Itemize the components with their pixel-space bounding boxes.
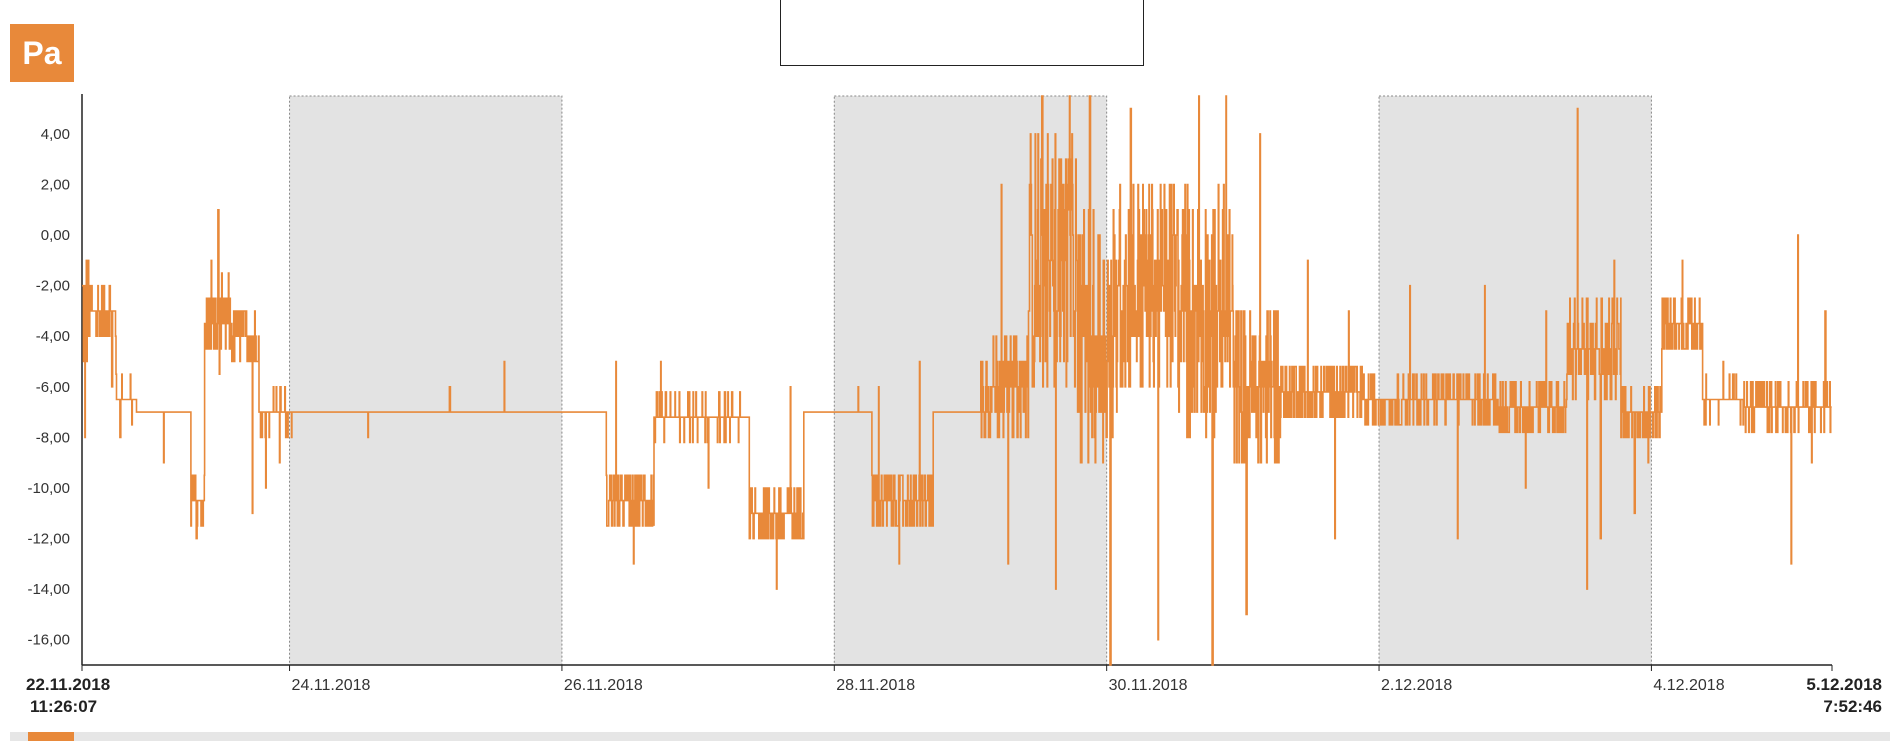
y-tick-label: -4,00 (36, 328, 70, 345)
x-start-time: 11:26:07 (30, 697, 97, 716)
y-tick-label: 0,00 (41, 227, 70, 244)
unit-badge: Pa (10, 24, 74, 82)
x-start-date: 22.11.2018 (26, 675, 110, 694)
y-tick-label: -16,00 (27, 632, 70, 649)
x-end-time: 7:52:46 (1823, 697, 1882, 716)
y-tick-label: -2,00 (36, 278, 70, 295)
pressure-series-line (82, 95, 1832, 666)
y-tick-label: 2,00 (41, 177, 70, 194)
y-tick-label: -12,00 (27, 531, 70, 548)
x-tick-label: 2.12.2018 (1381, 677, 1452, 694)
x-tick-label: 24.11.2018 (292, 677, 371, 694)
x-tick-label: 26.11.2018 (564, 677, 643, 694)
timeline-scrollbar[interactable] (10, 732, 1890, 741)
y-tick-label: 4,00 (41, 126, 70, 143)
y-tick-label: -10,00 (27, 480, 70, 497)
weekend-band-0 (289, 95, 563, 666)
chart-title: Lausteen koulu Paine-ero 3 (780, 0, 1144, 66)
x-tick-label: 30.11.2018 (1109, 677, 1188, 694)
timeline-scroll-thumb[interactable] (28, 732, 74, 741)
y-tick-label: -14,00 (27, 581, 70, 598)
y-tick-label: -8,00 (36, 429, 70, 446)
x-tick-label: 28.11.2018 (836, 677, 915, 694)
x-end-date: 5.12.2018 (1806, 675, 1882, 694)
x-tick-label: 4.12.2018 (1653, 677, 1724, 694)
y-tick-label: -6,00 (36, 379, 70, 396)
